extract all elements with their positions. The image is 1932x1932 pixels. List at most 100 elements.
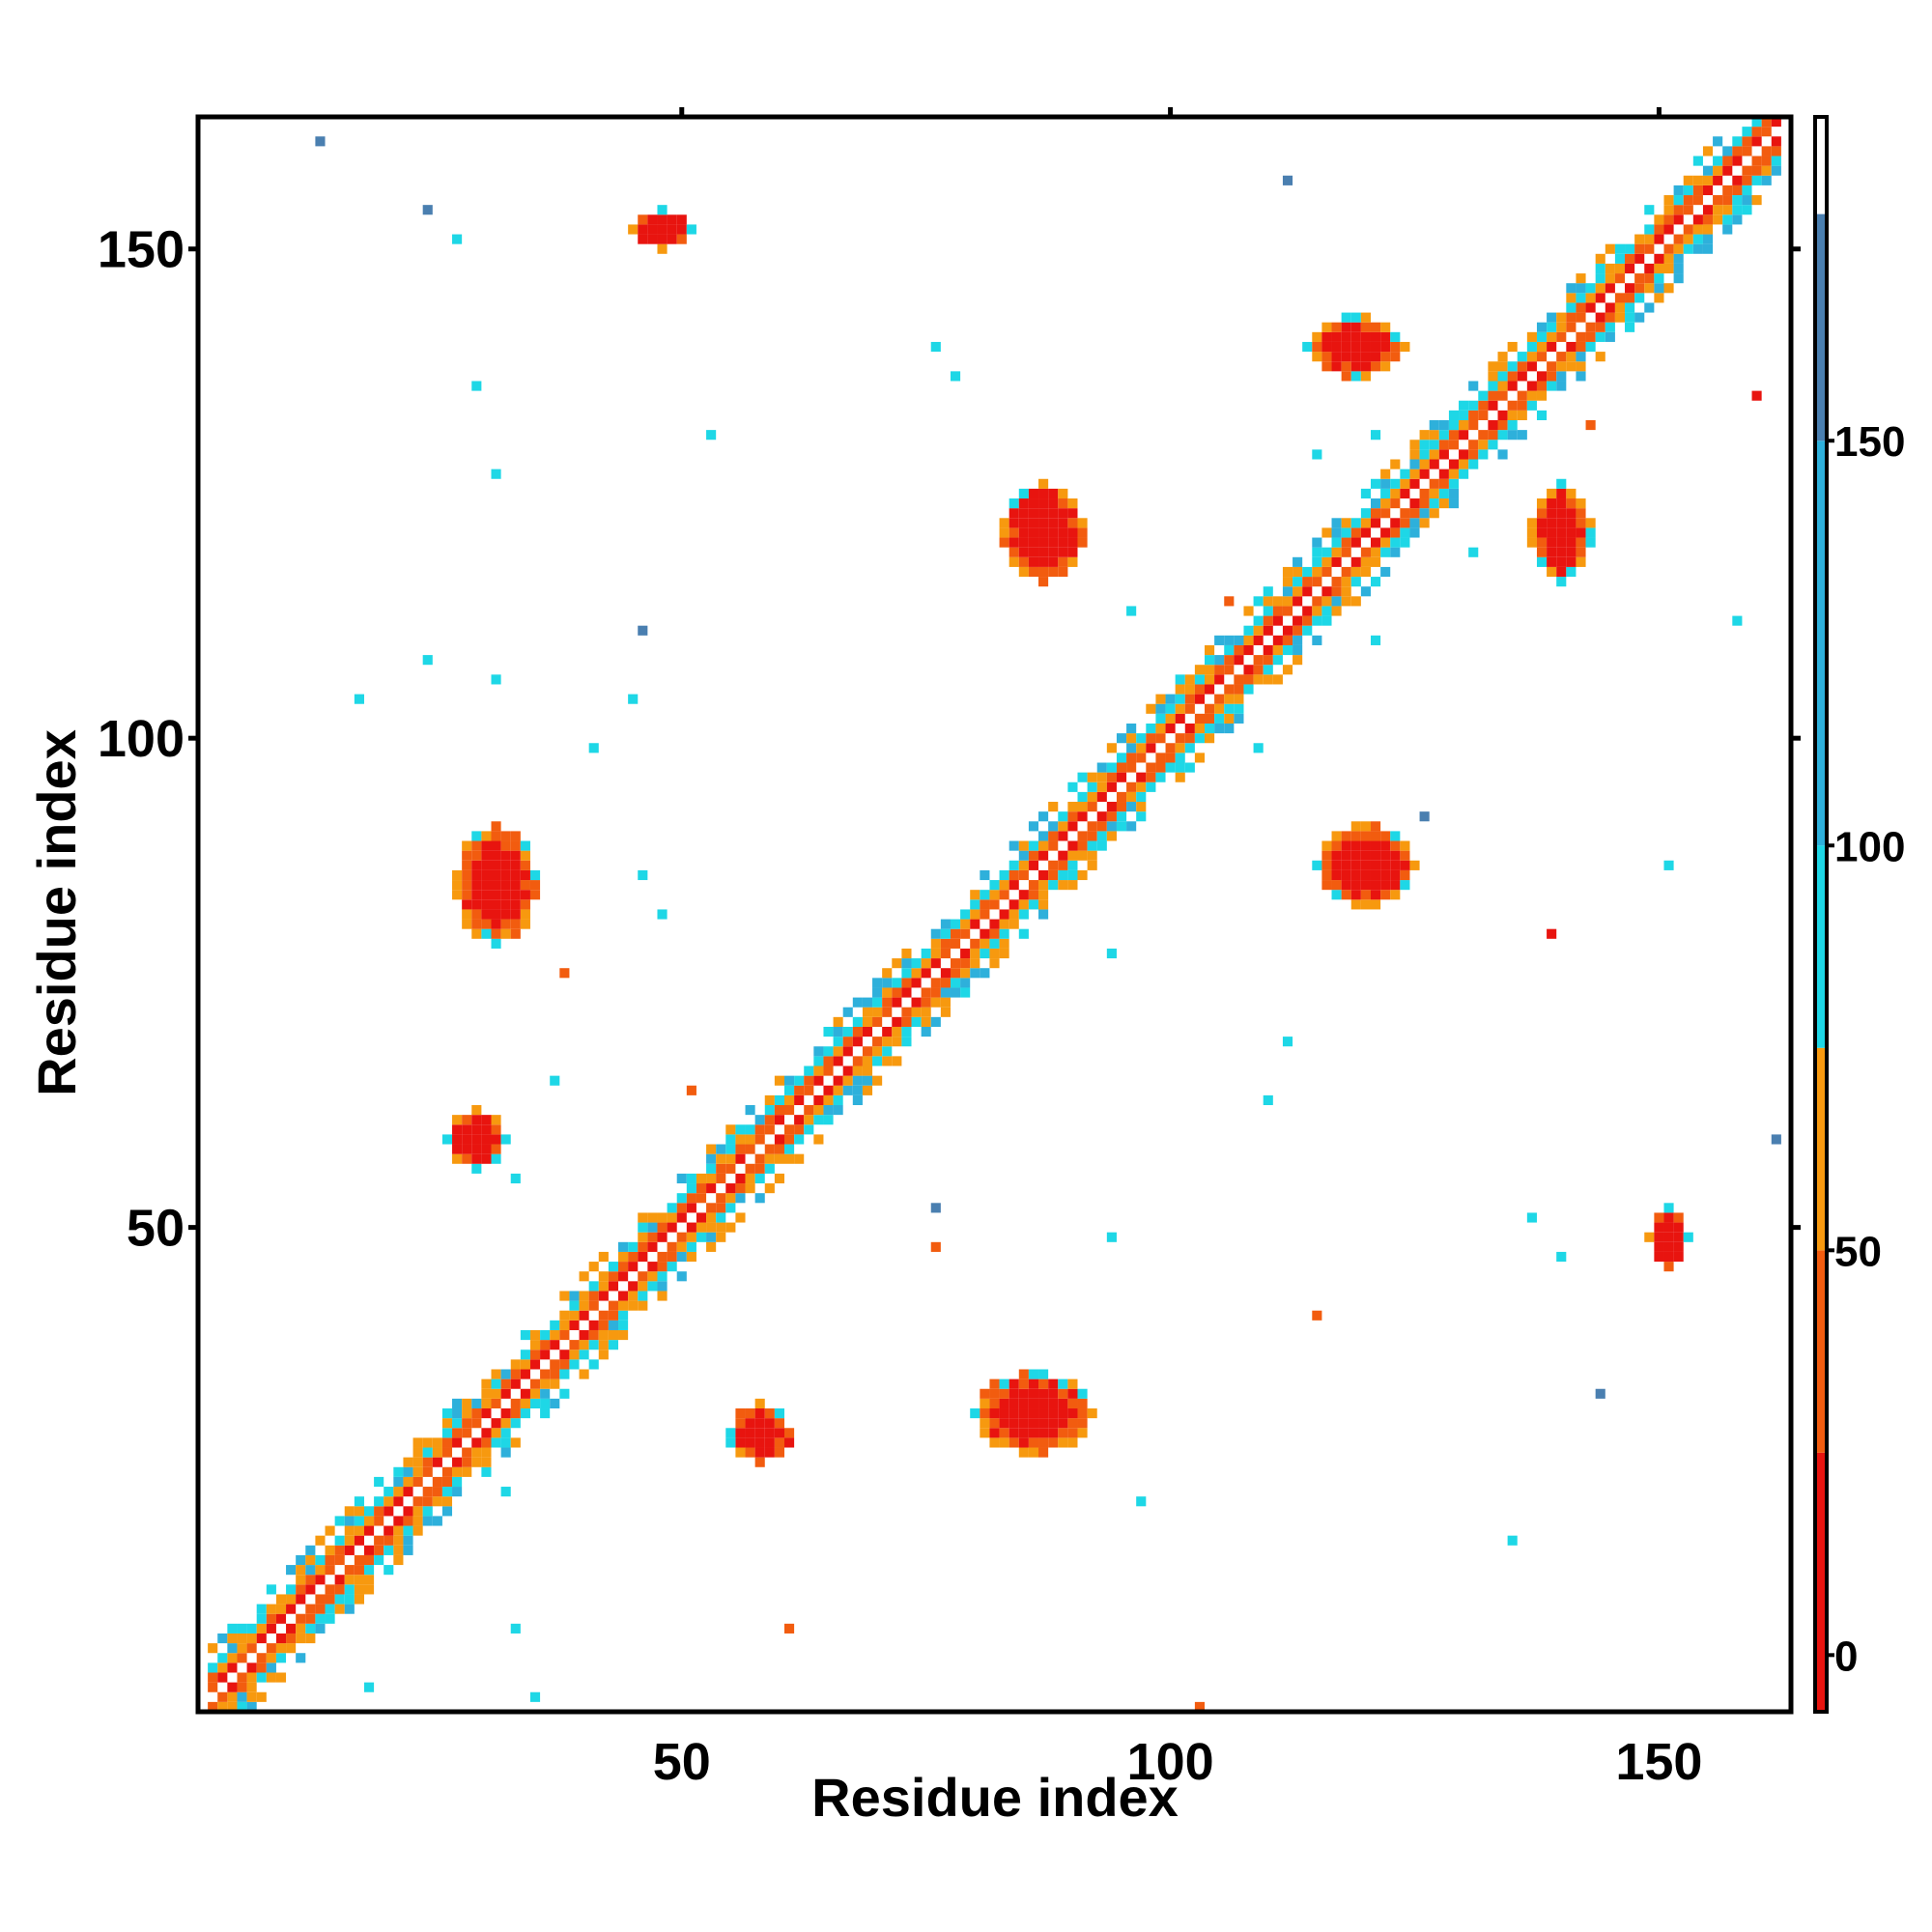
heatmap-cell xyxy=(462,919,472,929)
heatmap-cell xyxy=(882,968,893,979)
heatmap-cell xyxy=(1576,331,1586,342)
heatmap-cell xyxy=(363,1516,375,1526)
heatmap-cell xyxy=(980,1388,990,1399)
heatmap-cell xyxy=(1136,733,1147,744)
heatmap-cell xyxy=(1331,361,1342,372)
heatmap-cell xyxy=(1096,781,1107,792)
heatmap-cell xyxy=(1321,556,1332,567)
heatmap-cell xyxy=(1028,1398,1039,1409)
heatmap-cell xyxy=(628,1281,639,1292)
heatmap-cell xyxy=(432,1516,442,1526)
heatmap-cell xyxy=(999,518,1009,528)
heatmap-cell xyxy=(510,869,521,881)
heatmap-cell xyxy=(256,1613,267,1624)
heatmap-cell xyxy=(1497,430,1508,440)
heatmap-cell xyxy=(940,938,951,949)
heatmap-cell xyxy=(1692,175,1703,185)
heatmap-cell xyxy=(1742,136,1752,147)
heatmap-cell xyxy=(872,997,883,1008)
heatmap-cell xyxy=(1742,127,1752,137)
heatmap-cell xyxy=(354,1506,364,1517)
heatmap-cell xyxy=(1370,880,1381,891)
heatmap-cell xyxy=(1194,723,1206,734)
heatmap-cell xyxy=(1468,381,1479,391)
heatmap-cell xyxy=(1634,243,1645,254)
heatmap-cell xyxy=(1234,644,1244,656)
heatmap-cell xyxy=(989,1398,1000,1409)
heatmap-cell xyxy=(823,1056,834,1066)
heatmap-cell xyxy=(266,1613,276,1624)
heatmap-cell xyxy=(638,1291,648,1301)
heatmap-cell xyxy=(1488,400,1498,411)
heatmap-cell xyxy=(325,1613,335,1624)
heatmap-cell xyxy=(1742,195,1752,206)
heatmap-cell xyxy=(774,1418,784,1429)
heatmap-cell xyxy=(1380,488,1391,499)
heatmap-cell xyxy=(452,1418,463,1429)
heatmap-cell xyxy=(1663,205,1674,215)
heatmap-cell xyxy=(1625,322,1635,332)
heatmap-cell xyxy=(579,1300,589,1311)
heatmap-cell xyxy=(491,1369,501,1379)
heatmap-cell xyxy=(1654,1232,1664,1242)
heatmap-cell xyxy=(500,1408,511,1419)
heatmap-cell xyxy=(1497,352,1508,362)
heatmap-cell xyxy=(1321,361,1332,372)
heatmap-cell xyxy=(1576,556,1586,567)
heatmap-cell xyxy=(1077,537,1088,548)
heatmap-cell xyxy=(1312,577,1322,587)
heatmap-cell xyxy=(363,1506,375,1517)
heatmap-cell xyxy=(481,1408,492,1419)
heatmap-cell xyxy=(1155,733,1166,744)
heatmap-cell xyxy=(1526,352,1537,362)
heatmap-cell xyxy=(794,1124,805,1135)
heatmap-cell xyxy=(217,1653,228,1663)
heatmap-cell xyxy=(1409,518,1420,528)
heatmap-cell xyxy=(852,1026,863,1037)
heatmap-cell xyxy=(892,1026,902,1037)
heatmap-cell xyxy=(1380,352,1391,362)
heatmap-cell xyxy=(1312,566,1322,578)
heatmap-cell xyxy=(1067,869,1078,881)
heatmap-cell xyxy=(989,1437,1000,1448)
heatmap-cell xyxy=(1380,890,1391,900)
heatmap-cell xyxy=(462,869,472,881)
heatmap-cell xyxy=(1194,684,1206,695)
heatmap-cell xyxy=(286,1594,297,1605)
heatmap-cell xyxy=(550,1340,560,1350)
heatmap-cell xyxy=(1282,644,1293,656)
heatmap-cell xyxy=(529,1378,541,1389)
heatmap-cell xyxy=(354,1594,364,1605)
heatmap-cell xyxy=(813,1115,824,1125)
heatmap-cell xyxy=(618,1310,629,1321)
heatmap-cell xyxy=(1459,400,1469,411)
heatmap-cell xyxy=(1350,850,1361,861)
heatmap-cell xyxy=(1331,352,1342,362)
heatmap-cell xyxy=(384,1545,394,1555)
heatmap-cell xyxy=(1547,537,1557,548)
heatmap-cell xyxy=(403,1525,413,1536)
heatmap-cell xyxy=(1018,890,1029,900)
heatmap-cell xyxy=(1018,1428,1029,1438)
heatmap-cell xyxy=(1058,869,1068,881)
heatmap-cell xyxy=(1272,615,1283,626)
heatmap-cell xyxy=(1077,1408,1088,1419)
heatmap-cell xyxy=(618,1291,629,1301)
heatmap-cell xyxy=(1673,243,1684,254)
heatmap-cell xyxy=(1018,909,1029,920)
heatmap-cell xyxy=(921,1026,931,1037)
heatmap-cell xyxy=(1605,312,1615,323)
heatmap-cell xyxy=(275,1653,287,1663)
heatmap-cell xyxy=(491,1418,501,1429)
heatmap-cell xyxy=(334,1594,345,1605)
heatmap-cell xyxy=(315,1623,326,1634)
heatmap-cell xyxy=(1116,753,1127,763)
heatmap-cell xyxy=(217,1672,228,1683)
heatmap-cell xyxy=(1048,821,1059,832)
heatmap-cell xyxy=(1360,566,1371,578)
heatmap-cell xyxy=(667,1212,677,1223)
heatmap-cell xyxy=(716,1212,726,1223)
heatmap-cell xyxy=(1058,518,1068,528)
heatmap-cell xyxy=(823,1094,834,1106)
heatmap-cell xyxy=(930,1241,941,1252)
